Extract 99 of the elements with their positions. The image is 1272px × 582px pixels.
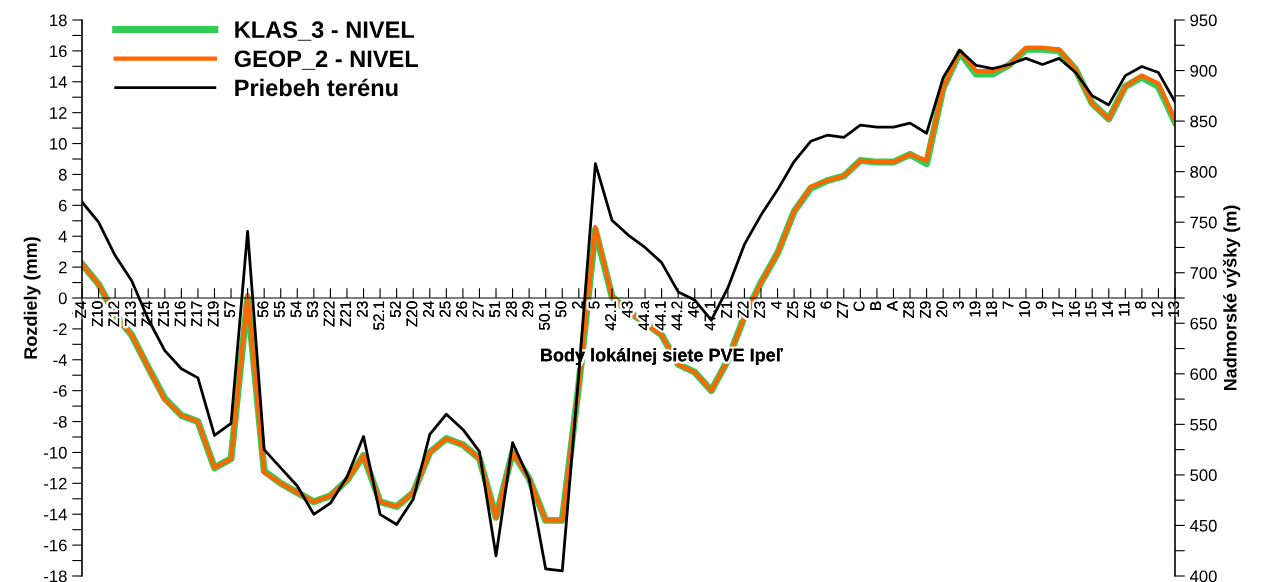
x-tick-label: A [886, 300, 898, 311]
x-tick-label: 57 [224, 301, 236, 318]
y-tick-label: 4 [58, 230, 67, 243]
x-tick-label: 29 [522, 301, 534, 317]
x-tick-label: Z7 [837, 301, 848, 319]
y2-tick-label: 650 [1190, 317, 1217, 330]
x-tick-label: Z16 [174, 301, 186, 327]
x-tick-label: 10 [1019, 301, 1031, 317]
y-tick-label: 0 [58, 292, 67, 305]
x-tick-label: 13 [1168, 301, 1180, 317]
x-tick-label: Z10 [91, 301, 103, 327]
x-tick-label: Z17 [191, 301, 202, 327]
x-tick-label: 44.1 [655, 301, 666, 331]
y-tick-label: 6 [58, 199, 67, 212]
y-tick-label: 2 [58, 261, 67, 274]
x-tick-label: Z12 [108, 301, 120, 327]
x-tick-label: 17 [1052, 301, 1064, 317]
x-tick-label: 4 [770, 301, 782, 309]
y-tick-label: -12 [44, 477, 67, 490]
y2-tick-label: 700 [1190, 267, 1217, 279]
y-tick-label: 18 [50, 14, 67, 27]
x-tick-label: Z13 [124, 301, 136, 327]
x-tick-label: Z2 [737, 301, 749, 319]
y-tick-label: -4 [53, 354, 67, 366]
y-tick-label: -10 [44, 446, 67, 459]
x-tick-label: Z21 [340, 301, 351, 327]
y-tick-label: 12 [50, 107, 67, 119]
x-tick-label: Z5 [787, 301, 799, 319]
x-tick-label: Z4 [75, 301, 86, 319]
x-tick-label: Z9 [919, 301, 931, 319]
x-tick-label: 12 [1151, 301, 1163, 317]
y-tick-label: -14 [44, 508, 67, 521]
x-tick-label: Z15 [158, 301, 169, 327]
x-tick-label: 9 [1035, 301, 1047, 309]
y-tick-label: -2 [53, 323, 67, 335]
y-tick-label: -18 [44, 570, 67, 582]
y-axis-title: Rozdiely (mm) [23, 237, 41, 359]
x-tick-label: 55 [274, 301, 285, 318]
x-tick-label: 24 [423, 301, 434, 317]
y2-tick-label: 900 [1190, 64, 1217, 77]
x-tick-label: Z8 [903, 301, 915, 319]
y-tick-label: -6 [53, 385, 67, 397]
x-tick-label: 51 [489, 301, 501, 318]
y-tick-label: -8 [53, 415, 67, 428]
x-tick-label: 42.1 [605, 301, 616, 331]
x-tick-label: 52.1 [373, 301, 385, 330]
x-tick-label: 19 [969, 301, 981, 317]
y-tick-label: 10 [50, 137, 67, 150]
x-tick-label: 5 [588, 301, 600, 309]
x-tick-label: Z3 [754, 301, 766, 319]
y2-axis-title: Nadmorské výšky (m) [1222, 205, 1241, 391]
y-tick-label: 8 [58, 168, 67, 181]
x-tick-label: 52 [389, 301, 401, 318]
x-tick-label: 44.2 [671, 301, 683, 331]
x-tick-label: 20 [936, 301, 948, 317]
x-tick-label: Z1 [721, 301, 732, 319]
x-tick-label: 23 [356, 301, 368, 317]
x-tick-label: Z19 [207, 301, 219, 327]
x-tick-label: 26 [456, 301, 467, 317]
legend-label: GEOP_2 - NIVEL [234, 50, 418, 70]
x-tick-label: C [853, 301, 865, 312]
y-tick-label: 16 [50, 45, 67, 58]
x-tick-label: 7 [1002, 301, 1014, 309]
y-tick-label: 14 [50, 76, 67, 88]
y2-tick-label: 550 [1190, 418, 1217, 431]
x-tick-label: Z6 [803, 301, 815, 319]
x-tick-label: 6 [820, 301, 832, 309]
x-tick-label: 56 [257, 301, 269, 318]
legend-label: Priebeh terénu [235, 78, 398, 97]
x-tick-label: 27 [472, 301, 484, 317]
x-tick-label: 43 [621, 301, 633, 318]
x-tick-label: 18 [986, 301, 997, 317]
x-tick-label: 11 [1118, 301, 1130, 316]
y2-tick-label: 600 [1190, 368, 1217, 381]
legend-label: KLAS_3 - NIVEL [235, 21, 415, 41]
y-tick-label: -16 [44, 539, 67, 552]
y2-tick-label: 450 [1189, 519, 1217, 532]
y2-tick-label: 950 [1190, 14, 1217, 27]
x-tick-label: 25 [439, 301, 451, 317]
y2-tick-label: 500 [1190, 469, 1217, 482]
x-tick-label: 16 [1068, 301, 1080, 317]
x-tick-label: 3 [952, 301, 964, 309]
y2-tick-label: 750 [1190, 216, 1217, 229]
x-tick-label: 44.a [638, 300, 650, 331]
x-tick-label: Z22 [323, 301, 335, 327]
x-tick-label: B [870, 301, 881, 310]
y2-tick-label: 400 [1189, 570, 1217, 582]
x-tick-label: Z20 [406, 301, 418, 327]
x-tick-label: 50 [555, 301, 567, 318]
x-tick-label: 8 [1135, 301, 1146, 309]
x-tick-label: 28 [505, 301, 517, 317]
x-tick-label: 54 [290, 301, 302, 318]
y2-tick-label: 800 [1190, 166, 1217, 178]
x-tick-label: 53 [307, 301, 318, 318]
x-tick-label: 14 [1102, 301, 1113, 317]
x-tick-label: 15 [1085, 301, 1097, 317]
y2-tick-label: 850 [1190, 115, 1217, 128]
x-tick-label: 2 [572, 301, 583, 309]
x-tick-label: 50.1 [538, 301, 550, 330]
